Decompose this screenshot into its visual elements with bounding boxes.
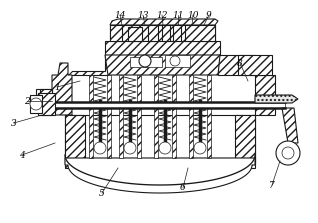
Polygon shape <box>235 115 255 163</box>
Polygon shape <box>68 55 108 75</box>
Text: 8: 8 <box>237 58 243 68</box>
Polygon shape <box>185 25 215 41</box>
Text: 6: 6 <box>180 184 186 192</box>
Text: 1: 1 <box>54 83 60 91</box>
Polygon shape <box>189 75 193 158</box>
Polygon shape <box>38 93 55 115</box>
Polygon shape <box>130 57 162 67</box>
Polygon shape <box>110 25 215 41</box>
Polygon shape <box>252 75 275 115</box>
Polygon shape <box>65 158 255 168</box>
Polygon shape <box>40 89 52 115</box>
Circle shape <box>124 142 136 154</box>
Polygon shape <box>105 55 220 75</box>
Polygon shape <box>30 95 42 113</box>
Circle shape <box>282 147 294 159</box>
Polygon shape <box>65 115 85 163</box>
Text: 7: 7 <box>269 180 275 190</box>
Polygon shape <box>110 25 122 41</box>
Circle shape <box>170 56 180 66</box>
Text: 10: 10 <box>187 10 199 19</box>
Polygon shape <box>65 115 255 163</box>
Polygon shape <box>215 55 255 75</box>
Polygon shape <box>207 75 211 158</box>
Polygon shape <box>162 25 170 41</box>
Polygon shape <box>154 75 158 158</box>
Polygon shape <box>110 19 218 25</box>
Polygon shape <box>238 55 272 75</box>
Text: 4: 4 <box>19 151 25 159</box>
Text: 3: 3 <box>11 118 17 128</box>
Circle shape <box>139 55 151 67</box>
Text: 12: 12 <box>156 10 168 19</box>
Polygon shape <box>107 75 111 158</box>
Polygon shape <box>65 158 255 193</box>
Text: 14: 14 <box>114 10 126 19</box>
Polygon shape <box>172 75 176 158</box>
Circle shape <box>30 98 42 110</box>
Polygon shape <box>89 75 93 158</box>
Polygon shape <box>255 95 298 103</box>
Polygon shape <box>282 108 298 143</box>
Polygon shape <box>137 75 141 158</box>
Text: 5: 5 <box>99 188 105 198</box>
Polygon shape <box>165 55 190 67</box>
Circle shape <box>159 142 171 154</box>
Polygon shape <box>119 75 123 158</box>
Polygon shape <box>38 102 285 108</box>
Text: 11: 11 <box>172 10 184 19</box>
Text: 2: 2 <box>24 97 30 105</box>
Circle shape <box>276 141 300 165</box>
Circle shape <box>194 142 206 154</box>
Text: 9: 9 <box>206 10 212 19</box>
Polygon shape <box>36 89 52 113</box>
Polygon shape <box>173 25 181 41</box>
Polygon shape <box>128 27 142 41</box>
Circle shape <box>94 142 106 154</box>
Polygon shape <box>40 63 72 115</box>
Polygon shape <box>148 25 158 41</box>
Polygon shape <box>105 41 220 55</box>
Text: 13: 13 <box>137 10 149 19</box>
